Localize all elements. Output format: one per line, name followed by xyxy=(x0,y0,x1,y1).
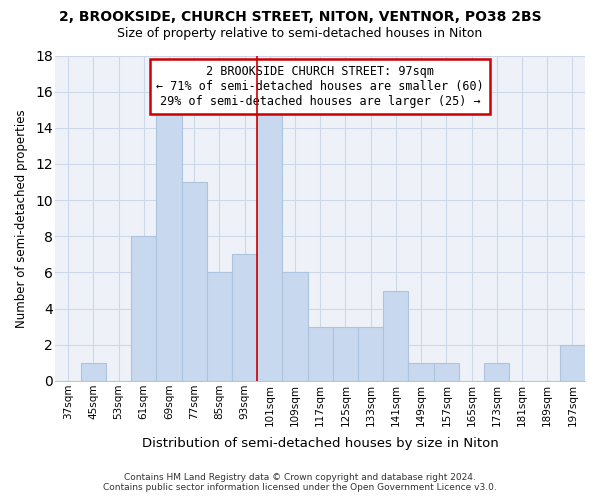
Bar xyxy=(484,363,509,381)
Bar xyxy=(232,254,257,381)
Bar xyxy=(409,363,434,381)
Text: Size of property relative to semi-detached houses in Niton: Size of property relative to semi-detach… xyxy=(118,28,482,40)
Text: 2 BROOKSIDE CHURCH STREET: 97sqm
← 71% of semi-detached houses are smaller (60)
: 2 BROOKSIDE CHURCH STREET: 97sqm ← 71% o… xyxy=(157,66,484,108)
Bar xyxy=(308,326,333,381)
Bar xyxy=(257,110,283,381)
Bar xyxy=(80,363,106,381)
Bar xyxy=(434,363,459,381)
X-axis label: Distribution of semi-detached houses by size in Niton: Distribution of semi-detached houses by … xyxy=(142,437,499,450)
Bar xyxy=(283,272,308,381)
Bar xyxy=(358,326,383,381)
Y-axis label: Number of semi-detached properties: Number of semi-detached properties xyxy=(15,109,28,328)
Text: Contains HM Land Registry data © Crown copyright and database right 2024.
Contai: Contains HM Land Registry data © Crown c… xyxy=(103,473,497,492)
Bar xyxy=(207,272,232,381)
Bar xyxy=(333,326,358,381)
Bar xyxy=(131,236,157,381)
Bar xyxy=(182,182,207,381)
Bar xyxy=(560,345,585,381)
Bar xyxy=(383,290,409,381)
Text: 2, BROOKSIDE, CHURCH STREET, NITON, VENTNOR, PO38 2BS: 2, BROOKSIDE, CHURCH STREET, NITON, VENT… xyxy=(59,10,541,24)
Bar xyxy=(157,110,182,381)
